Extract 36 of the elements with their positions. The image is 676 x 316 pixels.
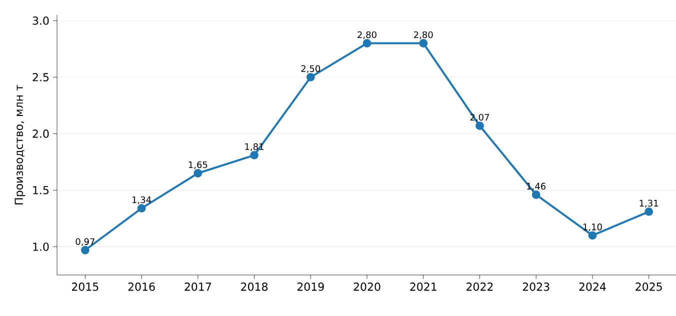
point [137, 204, 146, 213]
x-tick-label: 2020 [354, 282, 380, 291]
point [476, 122, 484, 130]
data-label: 1,10 [583, 224, 602, 232]
point [194, 169, 202, 178]
x-tick-label: 2024 [579, 282, 606, 291]
point [80, 246, 90, 254]
y-axis-title: Производство, млн т [14, 84, 26, 204]
y-tick-label: 1.0 [33, 242, 49, 251]
x-tick-label: 2017 [184, 282, 211, 291]
x-tick-label: 2015 [72, 282, 98, 291]
point [362, 39, 372, 48]
y-tick-label: 2.5 [32, 73, 49, 82]
point [532, 190, 540, 199]
point [644, 207, 654, 216]
point [588, 231, 597, 240]
x-tick-label: 2022 [466, 282, 493, 291]
data-label: 2,50 [301, 65, 320, 73]
x-tick-label: 2016 [128, 282, 155, 291]
x-tick-label: 2023 [522, 282, 550, 291]
x-tick-label: 2025 [636, 282, 662, 291]
point [306, 72, 315, 82]
x-tick-label: 2021 [410, 282, 436, 291]
data-label: 2,80 [414, 31, 433, 40]
data-label: 0,97 [76, 238, 94, 246]
data-label: 1,34 [132, 196, 152, 204]
data-label: 2,80 [358, 31, 376, 40]
y-tick-label: 1.5 [33, 186, 49, 194]
point [419, 39, 428, 48]
y-tick-label: 3.0 [32, 16, 49, 25]
point [250, 150, 258, 160]
x-tick-label: 2019 [297, 282, 324, 291]
y-tick-label: 2.0 [32, 130, 49, 138]
data-label: 1,65 [188, 161, 208, 170]
x-tick-label: 2018 [241, 282, 268, 291]
data-label: 1,31 [640, 200, 658, 208]
